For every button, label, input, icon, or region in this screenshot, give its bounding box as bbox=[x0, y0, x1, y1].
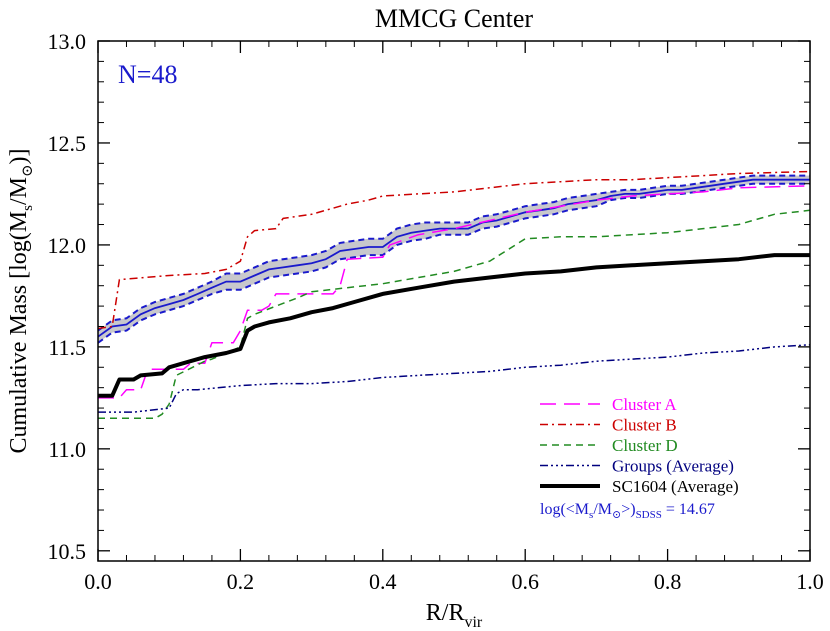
y-axis-title: Cumulative Mass [log(Ms/M⊙)] bbox=[6, 148, 36, 453]
x-axis-title: R/Rvir bbox=[426, 600, 483, 631]
band-upper-line bbox=[98, 174, 810, 332]
y-axis-title-sub-sun: ⊙ bbox=[20, 164, 36, 177]
chart-title: MMCG Center bbox=[375, 4, 534, 33]
sdss-value: = 14.67 bbox=[662, 501, 715, 518]
x-tick-label: 0.2 bbox=[227, 569, 255, 594]
sdss-s-sub: s bbox=[589, 509, 593, 521]
n-annotation: N=48 bbox=[118, 60, 177, 89]
axes: 0.0 0.2 0.4 0.6 0.8 1.0 10.5 11.0 11.5 12.0 12.5 13… bbox=[48, 29, 824, 594]
y-axis-title-part-2: /M bbox=[6, 177, 32, 205]
legend-label-4: SC1604 (Average) bbox=[612, 477, 739, 496]
series-line-0 bbox=[98, 185, 810, 399]
y-tick-label: 11.0 bbox=[48, 437, 86, 462]
plot-frame bbox=[97, 40, 811, 562]
legend-label-1: Cluster B bbox=[612, 416, 677, 435]
legend-label-0: Cluster A bbox=[612, 395, 677, 414]
y-axis-title-part-0: Cumulative Mass [log(M bbox=[6, 211, 32, 454]
y-axis-title-part-4: )] bbox=[6, 148, 32, 164]
sdss-sub: SDSS bbox=[636, 509, 662, 521]
band-mean-line bbox=[98, 178, 810, 338]
y-tick-label: 12.0 bbox=[48, 233, 87, 258]
y-axis-title-sub-s: s bbox=[20, 205, 36, 211]
x-tick-label: 0.0 bbox=[84, 569, 112, 594]
x-tick-label: 0.4 bbox=[369, 569, 397, 594]
y-tick-label: 12.5 bbox=[48, 131, 87, 156]
x-tick-label: 0.6 bbox=[511, 569, 539, 594]
legend-label-3: Groups (Average) bbox=[612, 457, 734, 476]
series-line-4 bbox=[98, 253, 810, 398]
sdss-prefix: log(<M bbox=[540, 501, 589, 518]
x-axis-title-main: R/R bbox=[426, 600, 465, 626]
y-tick-label: 10.5 bbox=[48, 539, 87, 564]
legend-label-2: Cluster D bbox=[612, 436, 678, 455]
series-line-1 bbox=[98, 170, 810, 330]
sdss-mid: /M bbox=[593, 501, 612, 518]
series-line-2 bbox=[98, 209, 810, 420]
sdss-close: >) bbox=[621, 501, 635, 518]
sdss-sun-sub: ⊙ bbox=[612, 509, 621, 521]
plot-area bbox=[98, 170, 810, 420]
sdss-annotation: log(<Ms/M⊙>)SDSS = 14.67 bbox=[540, 501, 715, 521]
x-tick-label: 1.0 bbox=[796, 569, 824, 594]
x-tick-label: 0.8 bbox=[654, 569, 682, 594]
band-lower-line bbox=[98, 182, 810, 344]
x-axis-title-sub: vir bbox=[464, 614, 482, 631]
y-tick-label: 13.0 bbox=[48, 29, 87, 54]
y-tick-label: 11.5 bbox=[48, 335, 86, 360]
series-line-3 bbox=[98, 344, 810, 413]
